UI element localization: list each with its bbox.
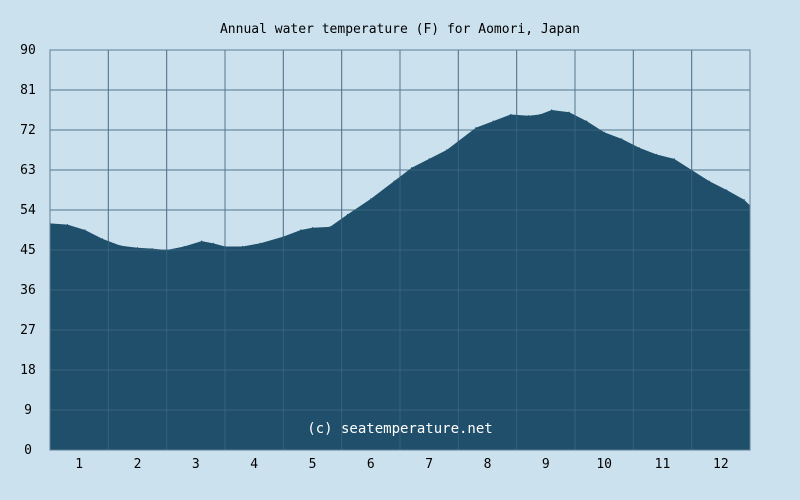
x-tick-label: 7 bbox=[425, 457, 433, 472]
x-tick-label: 6 bbox=[367, 457, 375, 472]
data-point bbox=[311, 227, 314, 229]
data-point bbox=[510, 113, 512, 116]
y-tick-label: 0 bbox=[24, 443, 32, 458]
data-point bbox=[84, 229, 86, 231]
y-tick-label: 81 bbox=[20, 83, 36, 98]
x-tick-label: 9 bbox=[542, 457, 550, 472]
data-point bbox=[136, 247, 139, 249]
y-tick-label: 36 bbox=[20, 283, 36, 298]
data-point bbox=[428, 158, 430, 160]
y-tick-label: 54 bbox=[20, 203, 36, 218]
watermark-text: (c) seatemperature.net bbox=[307, 421, 492, 437]
data-point bbox=[370, 198, 372, 200]
chart-title: Annual water temperature (F) for Aomori,… bbox=[220, 22, 580, 37]
data-point bbox=[393, 180, 395, 182]
data-point bbox=[527, 115, 529, 117]
x-tick-label: 3 bbox=[192, 457, 200, 472]
y-tick-label: 45 bbox=[20, 243, 36, 258]
y-tick-label: 9 bbox=[24, 403, 32, 418]
data-point bbox=[212, 242, 214, 244]
y-tick-label: 63 bbox=[20, 163, 36, 178]
data-point bbox=[726, 189, 728, 191]
y-tick-label: 27 bbox=[20, 323, 36, 338]
x-tick-label: 4 bbox=[250, 457, 258, 472]
y-axis-tick-labels: 0 9 18 27 36 45 54 63 72 81 90 bbox=[20, 43, 36, 458]
x-tick-label: 1 bbox=[75, 457, 83, 472]
y-tick-label: 18 bbox=[20, 363, 36, 378]
data-point bbox=[241, 245, 244, 248]
data-point bbox=[586, 120, 588, 122]
data-point bbox=[638, 147, 640, 149]
x-tick-label: 10 bbox=[596, 457, 612, 472]
data-point bbox=[603, 131, 605, 133]
data-point bbox=[568, 111, 570, 113]
data-point bbox=[551, 109, 553, 111]
x-tick-label: 5 bbox=[309, 457, 317, 472]
data-point bbox=[259, 242, 261, 244]
y-tick-label: 90 bbox=[20, 43, 36, 58]
data-point bbox=[539, 113, 541, 116]
data-point bbox=[673, 158, 675, 160]
x-tick-label: 11 bbox=[655, 457, 671, 472]
data-point bbox=[346, 213, 349, 216]
data-point bbox=[151, 248, 153, 250]
data-point bbox=[411, 167, 413, 169]
data-point bbox=[621, 138, 623, 140]
data-point bbox=[66, 224, 69, 226]
x-tick-label: 12 bbox=[713, 457, 729, 472]
x-tick-label: 8 bbox=[484, 457, 492, 472]
x-axis-tick-labels: 1 2 3 4 5 6 7 8 9 10 11 12 bbox=[75, 457, 728, 472]
data-point bbox=[300, 229, 302, 231]
x-tick-label: 2 bbox=[134, 457, 142, 472]
data-point bbox=[708, 180, 710, 182]
data-point bbox=[201, 240, 203, 242]
data-point bbox=[475, 127, 477, 129]
data-point bbox=[119, 244, 121, 247]
plot-frame bbox=[49, 49, 751, 451]
data-point bbox=[656, 153, 658, 156]
data-point bbox=[743, 199, 745, 201]
data-point bbox=[329, 226, 331, 228]
data-point bbox=[492, 120, 494, 122]
data-point bbox=[446, 149, 448, 151]
data-point bbox=[183, 245, 185, 248]
y-tick-label: 72 bbox=[20, 123, 36, 138]
data-point bbox=[101, 238, 104, 240]
